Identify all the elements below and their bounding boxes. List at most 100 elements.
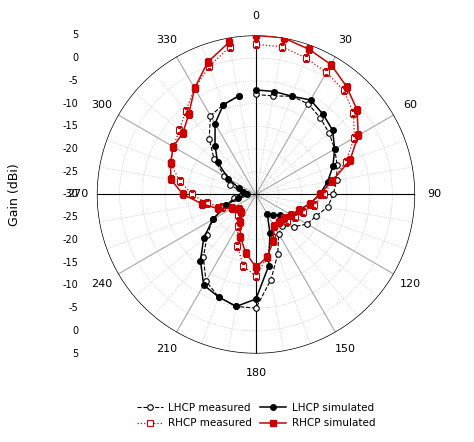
- RHCP measured: [229, 206, 235, 211]
- RHCP simulated: [306, 46, 312, 52]
- Line: LHCP measured: LHCP measured: [201, 91, 340, 311]
- RHCP measured: [324, 70, 329, 75]
- LHCP measured: [222, 174, 228, 179]
- RHCP simulated: [236, 206, 241, 212]
- RHCP simulated: [237, 219, 243, 225]
- RHCP measured: [253, 274, 259, 279]
- LHCP measured: [268, 277, 274, 282]
- RHCP measured: [204, 201, 210, 206]
- LHCP simulated: [215, 160, 220, 165]
- Line: RHCP simulated: RHCP simulated: [168, 33, 361, 270]
- Text: -5: -5: [68, 76, 78, 86]
- LHCP measured: [231, 196, 237, 201]
- LHCP measured: [313, 213, 319, 219]
- RHCP measured: [236, 206, 241, 212]
- Text: 5: 5: [72, 349, 78, 358]
- LHCP simulated: [223, 203, 229, 208]
- RHCP simulated: [317, 192, 322, 197]
- RHCP measured: [236, 213, 241, 218]
- LHCP measured: [289, 94, 294, 99]
- RHCP measured: [235, 223, 241, 229]
- LHCP measured: [223, 203, 229, 208]
- Text: Gain (dBi): Gain (dBi): [8, 163, 21, 226]
- Text: -15: -15: [63, 121, 78, 131]
- LHCP measured: [210, 217, 216, 222]
- RHCP measured: [329, 179, 335, 184]
- LHCP simulated: [216, 294, 221, 300]
- RHCP simulated: [186, 112, 191, 117]
- LHCP simulated: [212, 121, 218, 126]
- RHCP measured: [269, 235, 274, 240]
- RHCP simulated: [307, 201, 312, 206]
- RHCP simulated: [181, 192, 186, 197]
- RHCP measured: [240, 263, 246, 269]
- LHCP simulated: [271, 89, 277, 94]
- LHCP simulated: [212, 143, 218, 149]
- LHCP simulated: [266, 263, 272, 269]
- LHCP simulated: [308, 97, 313, 103]
- RHCP measured: [171, 144, 176, 149]
- LHCP measured: [318, 115, 323, 121]
- LHCP measured: [271, 93, 276, 99]
- LHCP measured: [334, 162, 340, 168]
- LHCP measured: [334, 178, 339, 183]
- RHCP simulated: [200, 201, 205, 206]
- LHCP simulated: [253, 297, 259, 302]
- RHCP simulated: [215, 206, 220, 211]
- LHCP simulated: [271, 213, 276, 218]
- LHCP measured: [253, 92, 259, 97]
- RHCP measured: [219, 204, 225, 210]
- RHCP simulated: [354, 107, 360, 112]
- RHCP simulated: [347, 158, 353, 163]
- LHCP simulated: [289, 94, 294, 99]
- Text: -25: -25: [62, 167, 78, 177]
- RHCP measured: [207, 64, 212, 69]
- RHCP measured: [351, 110, 356, 115]
- LHCP measured: [211, 157, 217, 162]
- RHCP simulated: [171, 144, 176, 149]
- RHCP measured: [352, 135, 357, 140]
- Text: -10: -10: [63, 99, 78, 109]
- LHCP simulated: [236, 93, 241, 99]
- RHCP measured: [235, 243, 240, 248]
- LHCP simulated: [210, 217, 216, 222]
- LHCP measured: [201, 255, 206, 260]
- LHCP simulated: [330, 164, 336, 169]
- LHCP measured: [220, 102, 226, 107]
- RHCP simulated: [229, 206, 235, 211]
- RHCP simulated: [281, 215, 287, 221]
- RHCP measured: [271, 223, 277, 229]
- RHCP measured: [168, 161, 173, 166]
- RHCP simulated: [289, 212, 294, 217]
- RHCP simulated: [243, 250, 248, 255]
- LHCP measured: [326, 130, 332, 136]
- RHCP simulated: [205, 59, 210, 65]
- RHCP simulated: [180, 130, 186, 136]
- RHCP measured: [303, 55, 309, 61]
- Text: 0: 0: [72, 326, 78, 336]
- LHCP measured: [236, 93, 241, 99]
- LHCP measured: [275, 251, 281, 257]
- LHCP simulated: [325, 179, 330, 184]
- RHCP measured: [192, 85, 198, 91]
- LHCP measured: [233, 304, 239, 309]
- RHCP measured: [279, 44, 285, 50]
- Text: -25: -25: [62, 212, 78, 222]
- Text: -20: -20: [63, 144, 78, 154]
- RHCP simulated: [168, 177, 174, 182]
- LHCP simulated: [307, 201, 312, 206]
- RHCP simulated: [270, 239, 276, 244]
- RHCP measured: [300, 209, 306, 214]
- LHCP simulated: [289, 212, 294, 217]
- Legend: LHCP measured, RHCP measured, LHCP simulated, RHCP simulated: LHCP measured, RHCP measured, LHCP simul…: [133, 399, 379, 432]
- Text: -10: -10: [63, 280, 78, 290]
- RHCP simulated: [344, 84, 349, 89]
- RHCP measured: [284, 218, 290, 224]
- RHCP measured: [183, 108, 189, 114]
- LHCP simulated: [317, 192, 322, 197]
- LHCP simulated: [240, 190, 246, 195]
- Text: -15: -15: [63, 258, 78, 268]
- RHCP simulated: [276, 220, 282, 225]
- LHCP measured: [253, 305, 259, 311]
- LHCP simulated: [244, 192, 250, 197]
